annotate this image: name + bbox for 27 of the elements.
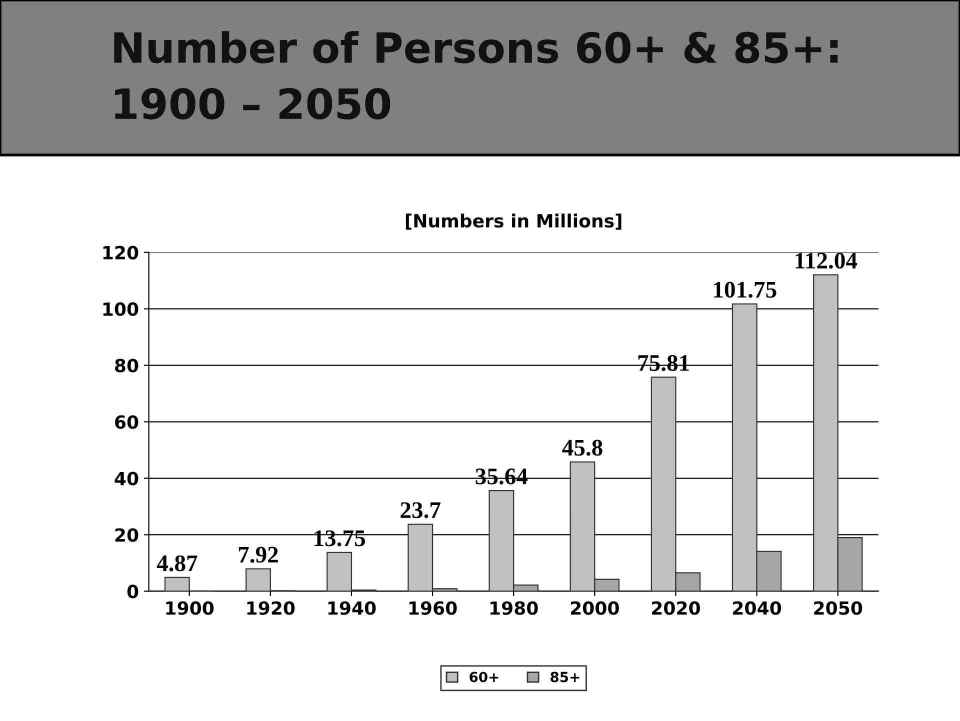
data-label: 112.04 bbox=[796, 252, 858, 269]
y-tick-label: 0 bbox=[127, 584, 138, 598]
x-tick-label: 1940 bbox=[328, 601, 376, 615]
data-label: 7.92 bbox=[238, 546, 278, 563]
y-tick-label: 120 bbox=[103, 246, 138, 260]
x-tick-label: 2040 bbox=[733, 601, 782, 615]
x-tick-label: 2020 bbox=[652, 601, 700, 615]
y-tick-label: 20 bbox=[115, 528, 138, 542]
legend-label: 85+ bbox=[550, 672, 580, 682]
data-label: 4.87 bbox=[156, 555, 198, 572]
x-tick-label: 1920 bbox=[247, 601, 295, 615]
chart-subtitle: [Numbers in Millions] bbox=[406, 214, 622, 230]
data-label: 23.7 bbox=[400, 502, 440, 518]
chart-title: Number of Persons 60+ & 85+: 1900 – 2050 bbox=[114, 31, 838, 120]
data-label: 13.75 bbox=[314, 530, 366, 546]
x-tick-label: 1900 bbox=[166, 601, 214, 615]
data-label: 101.75 bbox=[714, 282, 776, 298]
y-tick-label: 40 bbox=[114, 472, 138, 486]
legend-label: 60+ bbox=[470, 672, 498, 682]
y-tick-label: 60 bbox=[115, 415, 138, 429]
x-tick-label: 1960 bbox=[409, 601, 457, 615]
x-tick-label: 1980 bbox=[490, 601, 538, 615]
y-tick-label: 80 bbox=[115, 358, 138, 372]
data-label: 45.8 bbox=[562, 440, 602, 456]
y-tick-label: 100 bbox=[103, 302, 138, 316]
x-tick-label: 2050 bbox=[814, 601, 862, 615]
x-tick-label: 2000 bbox=[570, 601, 619, 615]
